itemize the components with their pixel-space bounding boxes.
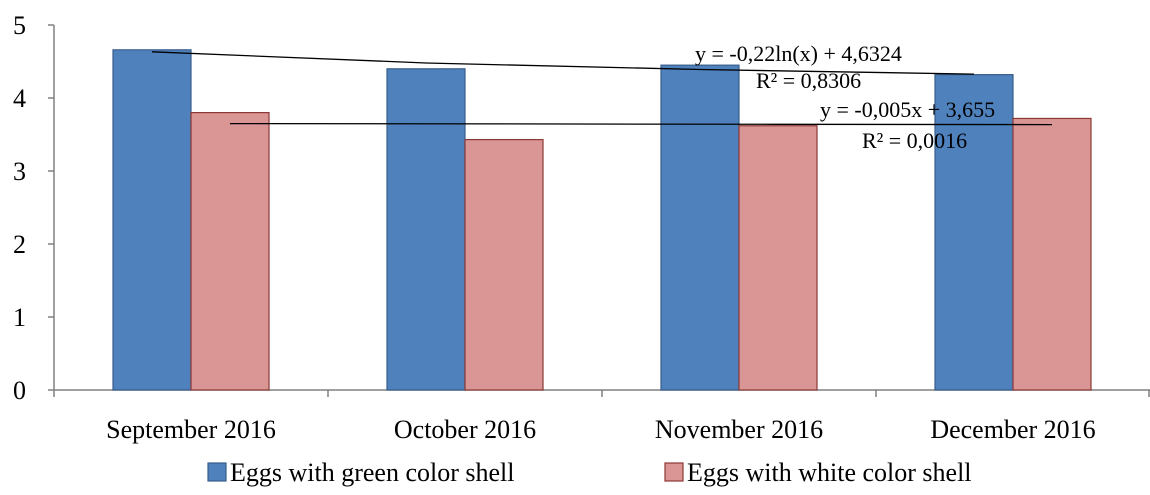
bar-green-shell (660, 64, 740, 391)
legend-label: Eggs with white color shell (687, 458, 972, 487)
trendline-logarithmic (151, 51, 975, 75)
trendline-r-squared: R² = 0,8306 (756, 68, 861, 93)
bar-green-shell (386, 68, 466, 391)
bar-white-shell (464, 139, 544, 391)
x-category-label: September 2016 (106, 415, 276, 444)
y-tick-label: 3 (13, 157, 26, 186)
y-tick-label: 2 (13, 230, 26, 259)
bar-white-shell (1012, 117, 1092, 391)
y-tick-label: 1 (13, 303, 26, 332)
bar-green-shell (112, 49, 192, 391)
x-category-label: November 2016 (655, 415, 823, 444)
trendline-r-squared: R² = 0,0016 (862, 128, 967, 153)
legend-label: Eggs with green color shell (230, 458, 515, 487)
y-tick-label: 4 (13, 84, 26, 113)
trendline-equation: y = -0,22ln(x) + 4,6324 (695, 41, 902, 66)
y-tick-label: 0 (13, 376, 26, 405)
bars (112, 49, 1092, 391)
bar-white-shell (738, 125, 818, 391)
y-tick-label: 5 (13, 11, 26, 40)
legend-swatch (664, 462, 684, 482)
bar-green-shell (934, 74, 1014, 391)
x-category-label: December 2016 (930, 415, 1095, 444)
trendline-linear (229, 122, 1053, 126)
legend-swatch (207, 462, 227, 482)
x-axis: September 2016 October 2016 November 2016 D… (53, 389, 1150, 444)
legend: Eggs with green color shell Eggs with whi… (207, 458, 972, 487)
y-axis: 0 1 2 3 4 5 (13, 11, 55, 405)
bar-white-shell (190, 111, 270, 391)
x-category-label: October 2016 (394, 415, 536, 444)
trendline-equation: y = -0,005x + 3,655 (820, 97, 995, 122)
